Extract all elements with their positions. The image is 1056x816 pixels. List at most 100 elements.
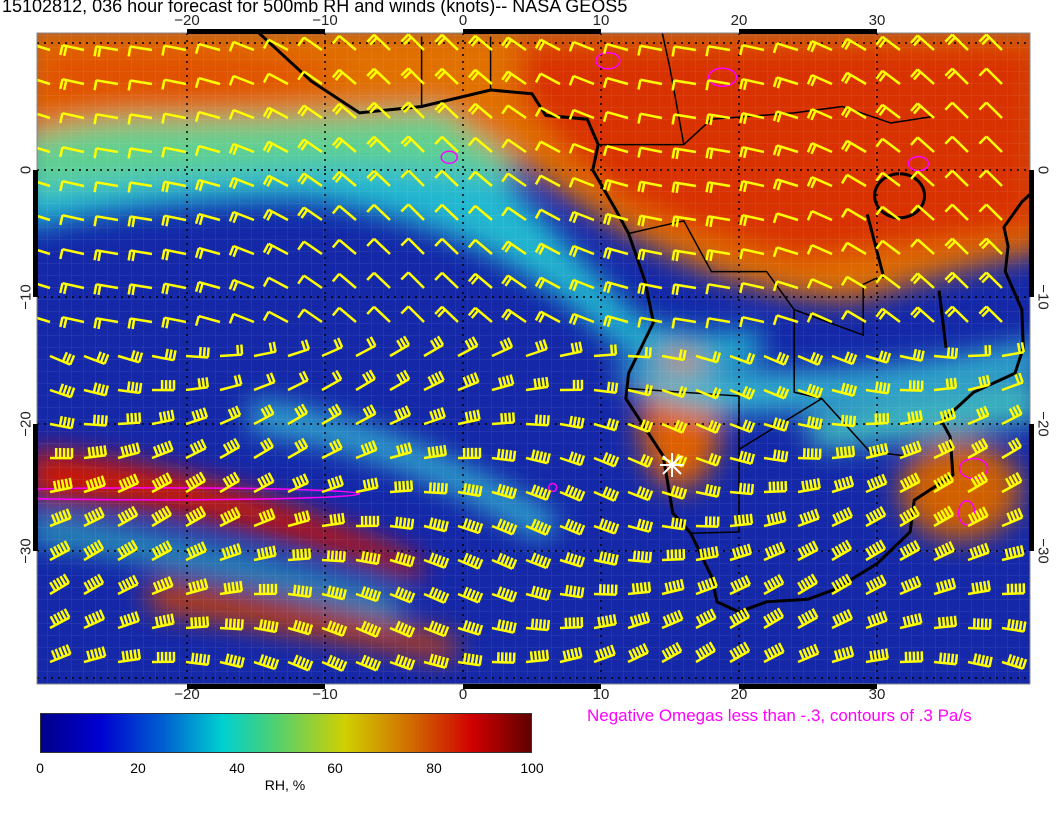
wind-barb [875,273,901,289]
wind-barb [297,70,323,86]
wind-barb [772,144,799,157]
wind-barb [219,471,241,494]
wind-barb [910,34,935,51]
wind-barb [797,573,818,596]
wind-barb [602,42,629,55]
wind-barb [49,608,71,630]
wind-barb [831,382,858,397]
wind-barb [93,181,119,193]
wind-barb [695,351,722,364]
wind-barb [467,102,493,119]
wind-barb [739,77,765,91]
wind-barb [865,442,889,460]
wind-barb [978,135,1003,153]
wind-barb [287,584,313,598]
wind-barb [457,336,479,358]
wind-barb [37,78,51,86]
wind-barb [59,179,85,192]
wind-barb [321,654,348,672]
lat-tick-label: −30 [1034,538,1052,564]
wind-barb [875,307,901,323]
wind-barb [501,206,527,222]
wind-barb [806,311,833,324]
wind-barb [467,34,493,51]
wind-barb [331,238,357,255]
wind-barb [602,314,629,328]
wind-barb [253,654,280,671]
wind-barb [457,586,484,604]
wind-barb [933,471,955,494]
wind-barb [49,540,71,562]
wind-barb [840,173,867,188]
wind-barb [457,447,482,460]
wind-barb [705,283,731,295]
wind-barb [568,142,595,154]
wind-barb [423,552,450,569]
wind-barb [59,77,85,91]
wind-barb [219,344,244,358]
wind-barb [93,283,119,296]
wind-barb [253,437,274,460]
wind-barb [671,181,697,194]
wind-barb [568,108,595,120]
wind-barb [49,351,76,366]
wind-barb [797,643,820,664]
wind-barb [967,405,990,426]
wind-barb [321,438,343,460]
wind-barb [593,417,620,432]
wind-barb [49,573,70,596]
wind-barb [262,276,289,290]
wind-barb [695,419,722,434]
wind-barb [117,350,144,364]
wind-barb [228,108,255,120]
wind-barb [93,45,119,58]
wind-barb [117,648,142,664]
wind-barb [797,383,824,399]
wind-barb [534,276,561,290]
wind-barb [297,138,323,154]
wind-barb [772,178,799,191]
wind-barb [797,448,822,460]
wind-barb [219,374,243,392]
wind-barb [501,70,527,86]
wind-barb [1001,654,1028,670]
wind-barb [389,369,411,392]
wind-barb [705,79,731,91]
wind-barb [297,104,323,120]
wind-barb [194,110,221,123]
wind-barb [253,545,277,562]
lat-tick-label: −30 [17,538,35,564]
wind-barb [602,144,629,157]
wind-barb [491,374,515,392]
wind-barb [593,452,620,468]
wind-barb [321,585,347,601]
wind-barb [661,641,683,664]
wind-barb [910,306,935,323]
wind-barb [83,609,106,630]
wind-barb [127,113,153,125]
wind-barb [467,238,493,255]
wind-barb [400,67,425,85]
wind-barb [797,540,819,562]
wind-barb [534,72,561,86]
lon-tick-label: 0 [458,12,468,29]
wind-barb [366,271,391,289]
wind-barb [161,44,187,56]
wind-barb [627,550,653,564]
wind-barb [59,247,85,260]
wind-barb [355,336,377,358]
wind-barb [228,278,255,292]
wind-barb [434,305,459,323]
wind-barb [161,146,187,158]
wind-barb [944,305,969,323]
wind-barb [83,445,108,460]
wind-barb [161,78,187,90]
wind-barb [875,205,901,221]
wind-barb [253,372,276,392]
wind-barb [262,310,289,324]
wind-barb [661,578,685,596]
wind-barb [739,43,765,56]
wind-barb [831,573,853,596]
frame-bar [33,424,38,551]
wind-barb [331,306,357,323]
